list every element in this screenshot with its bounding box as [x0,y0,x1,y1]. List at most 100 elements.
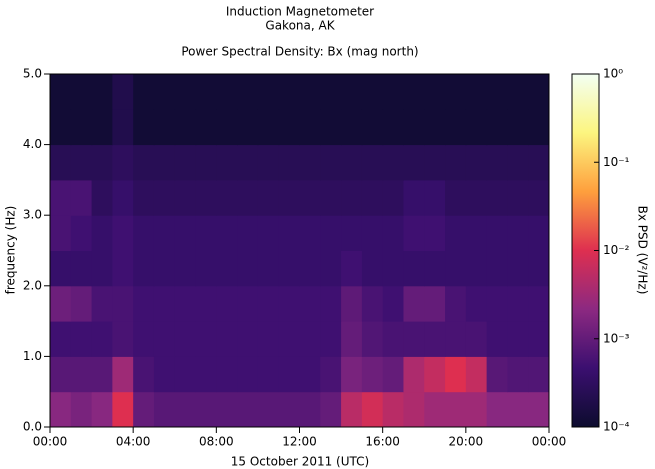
heatmap-cell [507,109,529,146]
heatmap-cell [445,215,467,251]
heatmap-cell [278,391,300,428]
heatmap-cell [278,321,300,357]
heatmap-cell [424,391,446,428]
heatmap-cell [216,74,238,110]
heatmap-cell [237,74,259,110]
heatmap-cell [424,215,446,251]
heatmap-cell [174,144,197,181]
heatmap-cell [216,179,238,216]
heatmap-cell [70,215,93,251]
heatmap-cell [361,74,384,110]
heatmap-cell [153,250,176,287]
heatmap-cell [278,109,300,146]
heatmap-cell [174,356,197,393]
x-tick-label: 00:00 [33,435,68,449]
heatmap-cell [174,250,197,287]
heatmap-cell [528,321,550,357]
heatmap-cell [445,321,467,357]
y-tick-label: 1.0 [23,349,42,363]
heatmap-cell [50,321,72,357]
heatmap-cell [445,109,467,146]
heatmap-cell [320,74,342,110]
heatmap-cell [465,285,488,322]
heatmap-cell [361,144,384,181]
heatmap-cell [112,285,134,322]
heatmap-cell [133,109,155,146]
y-tick-label: 2.0 [23,278,42,292]
heatmap-cell [257,391,280,428]
heatmap-cell [299,144,321,181]
heatmap-cell [507,391,529,428]
heatmap-cell [445,74,467,110]
heatmap-cell [70,391,93,428]
heatmap-cell [299,391,321,428]
colorbar-tick-label: 10⁰ [603,67,623,81]
heatmap-cell [257,109,280,146]
heatmap-cell [257,74,280,110]
heatmap-cell [403,391,425,428]
heatmap-cell [50,74,72,110]
heatmap-cell [153,356,176,393]
heatmap-cell [424,285,446,322]
heatmap-cell [486,356,508,393]
heatmap-cell [278,250,300,287]
heatmap-cell [528,109,550,146]
heatmap-cell [341,144,363,181]
heatmap-cell [257,144,280,181]
heatmap-cell [382,109,404,146]
heatmap-cell [361,321,384,357]
heatmap-cell [341,179,363,216]
heatmap-cell [299,179,321,216]
heatmap-cell [195,144,217,181]
heatmap-cell [403,179,425,216]
x-tick-label: 12:00 [282,435,317,449]
heatmap-cell [465,74,488,110]
heatmap-cell [91,356,113,393]
heatmap-cell [403,74,425,110]
heatmap-cell [528,391,550,428]
colorbar-tick-label: 10⁻⁴ [603,420,630,434]
heatmap-cell [382,250,404,287]
heatmap-cell [174,109,197,146]
heatmap-cell [133,179,155,216]
heatmap-cell [507,215,529,251]
heatmap-cell [486,144,508,181]
heatmap-cell [91,74,113,110]
heatmap-cell [465,144,488,181]
x-tick-label: 20:00 [449,435,484,449]
colorbar-tick-label: 10⁻² [603,243,630,257]
heatmap-cell [320,391,342,428]
heatmap-cell [112,109,134,146]
heatmap-cell [465,179,488,216]
heatmap-cell [133,250,155,287]
heatmap-cell [195,109,217,146]
heatmap-cell [195,321,217,357]
heatmap-cell [257,215,280,251]
heatmap-cell [112,391,134,428]
heatmap-cell [382,179,404,216]
heatmap-cell [216,109,238,146]
heatmap-cell [237,356,259,393]
heatmap-cell [112,74,134,110]
heatmap-cell [216,321,238,357]
heatmap-cell [341,109,363,146]
heatmap-cell [382,321,404,357]
heatmap-cell [403,109,425,146]
heatmap-cell [153,179,176,216]
heatmap-cell [528,250,550,287]
colorbar-label: Bx PSD (V²/Hz) [636,206,650,295]
heatmap-cell [70,179,93,216]
heatmap-cell [320,250,342,287]
heatmap-cell [382,74,404,110]
heatmap-cell [50,144,72,181]
heatmap-cell [341,215,363,251]
heatmap-cell [424,144,446,181]
heatmap-cell [403,250,425,287]
heatmap-cell [112,356,134,393]
heatmap-cell [299,215,321,251]
x-tick-label: 08:00 [199,435,234,449]
heatmap-cell [465,215,488,251]
heatmap-cell [486,74,508,110]
heatmap-cell [361,179,384,216]
